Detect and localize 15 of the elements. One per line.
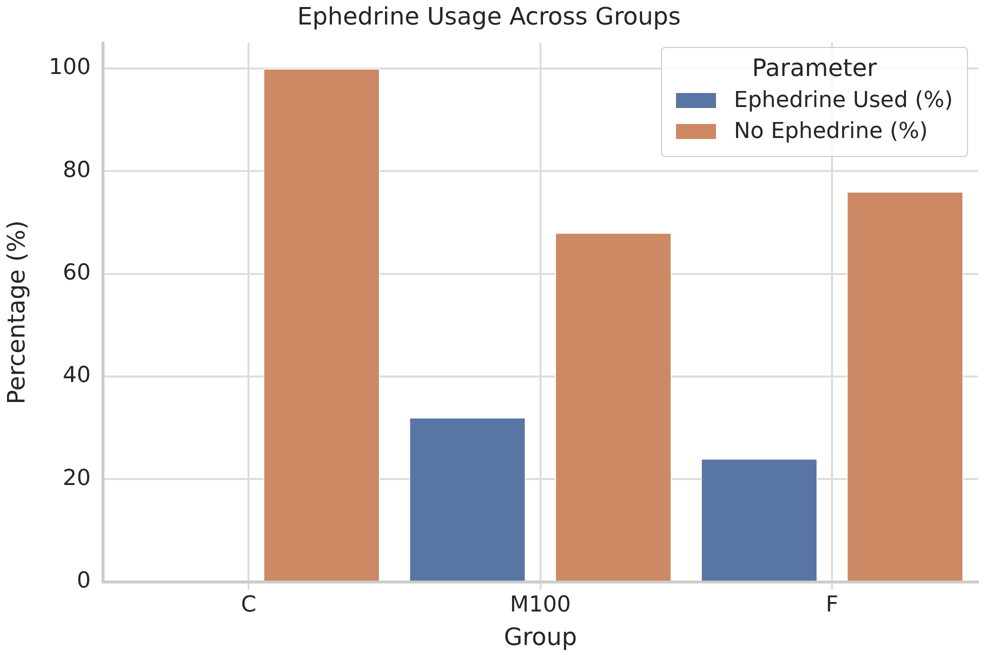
y-tick-label: 0: [76, 568, 91, 594]
y-tick-label: 20: [62, 466, 91, 491]
y-tick-label: 40: [62, 363, 91, 388]
x-tick-label: M100: [510, 592, 571, 618]
legend-label: Ephedrine Used (%): [734, 88, 953, 113]
y-tick-label: 80: [62, 158, 91, 183]
legend-label: No Ephedrine (%): [734, 118, 928, 144]
y-axis-title: Percentage (%): [2, 220, 31, 404]
y-tick-label: 100: [48, 55, 91, 80]
x-tick-label: F: [826, 592, 838, 618]
x-axis-title: Group: [504, 622, 577, 651]
chart-title: Ephedrine Usage Across Groups: [297, 2, 681, 31]
y-tick-label: 60: [62, 260, 91, 286]
x-tick-label: C: [240, 592, 256, 618]
legend-title: Parameter: [751, 54, 878, 82]
